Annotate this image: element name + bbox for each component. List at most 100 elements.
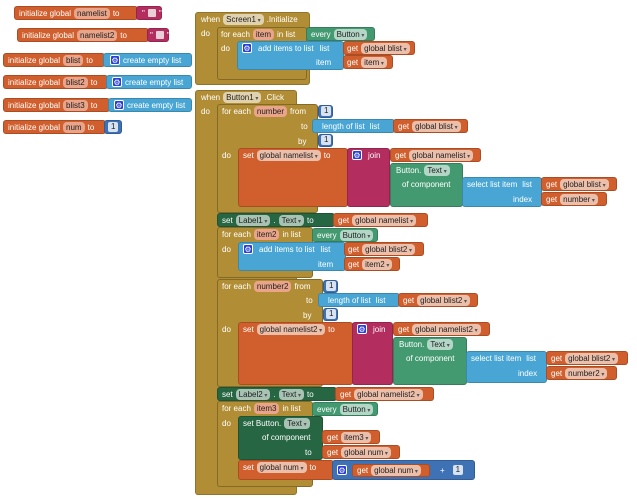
for-each-label: for each — [221, 29, 250, 39]
var-dropdown[interactable]: global blist2 — [565, 352, 619, 364]
var-dropdown[interactable]: number2 — [565, 367, 608, 379]
gear-icon[interactable]: ⚙ — [243, 244, 253, 254]
from-label: from — [290, 106, 307, 116]
property-dropdown[interactable]: Text — [427, 338, 453, 350]
for-each-label: for each — [222, 281, 251, 291]
event-label: .Click — [264, 92, 284, 102]
var-dropdown[interactable]: global blist — [560, 178, 609, 190]
gear-icon[interactable]: ⚙ — [352, 150, 362, 160]
quote-icon: " — [150, 30, 153, 40]
component-dropdown[interactable]: Button — [339, 403, 374, 415]
property-dropdown[interactable]: Text — [278, 388, 304, 400]
var-dropdown[interactable]: global num — [371, 464, 421, 476]
create-empty-list-block[interactable] — [103, 53, 192, 67]
number-field[interactable]: 1 — [321, 106, 332, 116]
of-component-label: of component — [262, 432, 311, 442]
for-each-label: for each — [222, 229, 251, 239]
var-name-field[interactable]: namelist2 — [77, 29, 118, 41]
set-button-label: set Button. — [243, 418, 282, 428]
var-dropdown[interactable]: global namelist2 — [256, 323, 326, 335]
index-label: index — [513, 194, 533, 204]
every-label: every — [317, 230, 337, 240]
to-label: to — [309, 462, 317, 472]
number-field[interactable]: 1 — [321, 135, 332, 145]
in-list-label: in list — [282, 403, 301, 413]
property-dropdown[interactable]: Text — [284, 417, 310, 429]
var-dropdown[interactable]: global num — [341, 446, 391, 458]
gear-icon[interactable]: ⚙ — [337, 465, 347, 475]
component-dropdown[interactable]: Button1 — [223, 91, 262, 103]
loop-var-field[interactable]: number — [253, 105, 288, 117]
component-dropdown[interactable]: Screen1 — [223, 13, 264, 25]
loop-var-field[interactable]: item3 — [253, 402, 280, 414]
var-name-field[interactable]: blist2 — [63, 76, 88, 88]
button-label: Button. — [396, 165, 422, 175]
var-dropdown[interactable]: global blist2 — [362, 243, 416, 255]
var-dropdown[interactable]: global namelist — [409, 149, 474, 161]
var-dropdown[interactable]: global blist2 — [417, 294, 471, 306]
to-label: to — [112, 8, 120, 18]
number-field[interactable]: 1 — [326, 281, 337, 291]
gear-icon[interactable]: ⚙ — [112, 77, 122, 87]
set-label: set — [243, 462, 254, 472]
gear-icon[interactable]: ⚙ — [357, 324, 367, 334]
component-dropdown[interactable]: Button — [339, 229, 374, 241]
plus-operator: + — [440, 465, 445, 475]
in-list-label: in list — [277, 29, 296, 39]
gear-icon[interactable]: ⚙ — [114, 100, 124, 110]
gear-icon[interactable]: ⚙ — [242, 43, 252, 53]
when-label: when — [201, 14, 221, 24]
gear-icon[interactable]: ⚙ — [110, 55, 120, 65]
loop-var-field[interactable]: item — [252, 28, 275, 40]
number-field[interactable]: 1 — [108, 122, 119, 132]
do-label: do — [222, 150, 231, 160]
select-label: select list item — [467, 179, 518, 189]
var-dropdown[interactable]: global blist — [412, 120, 461, 132]
var-dropdown[interactable]: number — [560, 193, 598, 205]
property-dropdown[interactable]: Text — [278, 214, 304, 226]
var-dropdown[interactable]: global namelist2 — [412, 323, 481, 335]
var-dropdown[interactable]: item2 — [362, 258, 393, 270]
component-dropdown[interactable]: Label1 — [235, 214, 271, 226]
var-name-field[interactable]: blist — [63, 54, 84, 66]
component-dropdown[interactable]: Label2 — [235, 388, 271, 400]
loop-var-field[interactable]: item2 — [253, 228, 280, 240]
get-label: get — [398, 121, 410, 131]
component-dropdown[interactable]: Button — [333, 28, 368, 40]
from-label: from — [294, 281, 311, 291]
add-items-block[interactable] — [237, 41, 344, 70]
get-label: get — [327, 447, 339, 457]
var-dropdown[interactable]: global namelist — [352, 214, 417, 226]
to-label: to — [87, 122, 95, 132]
quote-icon: " — [158, 8, 162, 18]
set-label: set — [243, 150, 254, 160]
button-text-getter-block[interactable] — [393, 337, 467, 385]
create-empty-list-block[interactable] — [106, 75, 192, 89]
property-dropdown[interactable]: Text — [424, 164, 450, 176]
var-dropdown[interactable]: item3 — [341, 431, 372, 443]
text-field[interactable] — [155, 31, 164, 39]
of-component-label: of component — [402, 179, 451, 189]
list-label: list — [375, 295, 386, 305]
number-field[interactable]: 1 — [452, 465, 464, 475]
get-label: get — [395, 150, 407, 160]
var-dropdown[interactable]: global num — [256, 461, 307, 473]
text-field[interactable] — [147, 9, 156, 17]
get-label: get — [551, 368, 563, 378]
quote-icon: " — [166, 30, 170, 40]
loop-var-field[interactable]: number2 — [253, 280, 292, 292]
get-label: get — [347, 57, 359, 67]
var-dropdown[interactable]: global blist — [361, 42, 410, 54]
var-name-field[interactable]: num — [63, 121, 85, 133]
index-label: index — [518, 368, 538, 378]
number-field[interactable]: 1 — [326, 309, 337, 319]
var-dropdown[interactable]: global namelist2 — [354, 388, 423, 400]
add-items-block[interactable] — [238, 242, 346, 271]
select-list-item-block[interactable] — [462, 177, 542, 207]
var-name-field[interactable]: blist3 — [63, 99, 88, 111]
when-label: when — [201, 92, 221, 102]
var-dropdown[interactable]: item — [361, 56, 387, 68]
create-empty-list-block[interactable] — [108, 98, 192, 112]
var-name-field[interactable]: namelist — [74, 7, 110, 19]
var-dropdown[interactable]: global namelist — [256, 149, 321, 161]
